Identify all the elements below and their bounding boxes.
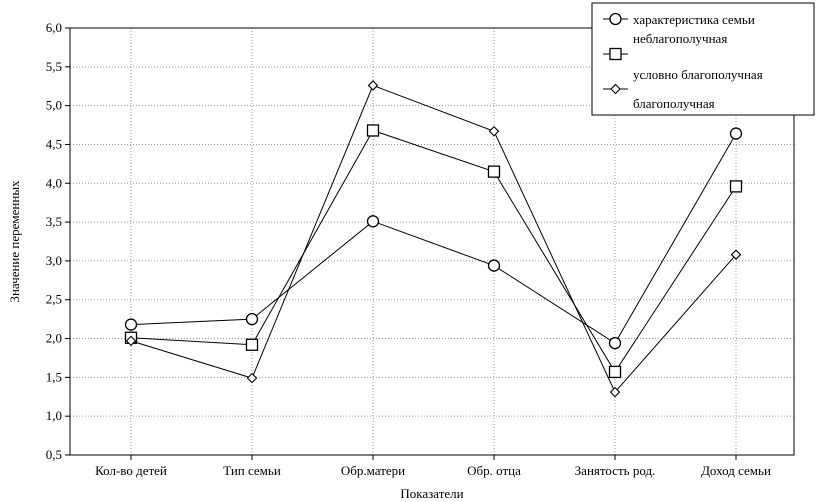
series-diamond <box>125 80 742 398</box>
y-tick-label: 3,0 <box>46 253 62 268</box>
data-point <box>124 318 138 331</box>
series-line <box>130 84 737 394</box>
series-circle <box>124 127 743 350</box>
x-axis-ticks: Кол-во детей Тип семьи Обр.матери Обр. отца… <box>95 455 771 478</box>
data-point <box>729 180 743 193</box>
y-tick-label: 5,0 <box>46 98 62 113</box>
legend-entry: неблагополучная <box>633 31 727 46</box>
legend-marker-diamond <box>610 83 621 95</box>
data-point <box>245 312 259 326</box>
y-tick-label: 6,0 <box>46 20 62 35</box>
data-point <box>488 125 500 137</box>
y-tick-label: 1,5 <box>46 369 62 384</box>
data-point <box>246 372 258 384</box>
data-point <box>608 337 622 350</box>
data-point <box>487 259 501 272</box>
y-tick-label: 1,0 <box>46 408 62 423</box>
y-tick-label: 3,5 <box>46 214 62 229</box>
legend-header: характеристика семьи <box>633 12 755 27</box>
legend-entry: условно благополучная <box>633 67 763 82</box>
y-tick-label: 0,5 <box>46 447 62 462</box>
data-point <box>366 215 380 228</box>
y-tick-label: 4,0 <box>46 175 62 190</box>
data-point <box>729 127 743 140</box>
x-axis-label: Показатели <box>400 486 463 501</box>
x-tick-label: Тип семьи <box>223 463 281 478</box>
y-axis-ticks: 0,5 1,0 1,5 2,0 2,5 3,0 3,5 4,0 4,5 5,0 5,5 6,0 <box>46 20 70 462</box>
series-line <box>130 133 737 344</box>
y-tick-label: 2,0 <box>46 331 62 346</box>
grid-lines <box>70 28 794 455</box>
x-tick-label: Занятость род. <box>575 463 656 478</box>
data-point <box>366 124 380 137</box>
data-point <box>609 386 621 398</box>
x-tick-label: Доход семьи <box>701 463 771 478</box>
series-line <box>130 129 737 373</box>
data-point <box>125 335 137 347</box>
data-point <box>608 365 622 379</box>
x-tick-label: Кол-во детей <box>95 463 167 478</box>
data-point <box>487 165 501 178</box>
series-layer <box>124 80 743 398</box>
legend-marker-circle <box>609 12 622 26</box>
y-axis-label: Значение переменных <box>7 180 22 303</box>
series-square <box>124 124 743 379</box>
y-tick-label: 5,5 <box>46 59 62 74</box>
data-point <box>367 80 379 91</box>
plot-frame <box>69 27 795 456</box>
x-tick-label: Обр. отца <box>467 463 521 478</box>
x-tick-label: Обр.матери <box>341 463 405 478</box>
legend-marker-square <box>609 47 622 61</box>
data-point <box>730 249 742 260</box>
legend: характеристика семьи неблагополучная усло… <box>591 2 815 116</box>
legend-box <box>591 2 815 116</box>
data-point <box>245 338 259 351</box>
y-tick-label: 2,5 <box>46 292 62 307</box>
legend-entry: благополучная <box>633 96 715 111</box>
y-tick-label: 4,5 <box>46 136 62 151</box>
